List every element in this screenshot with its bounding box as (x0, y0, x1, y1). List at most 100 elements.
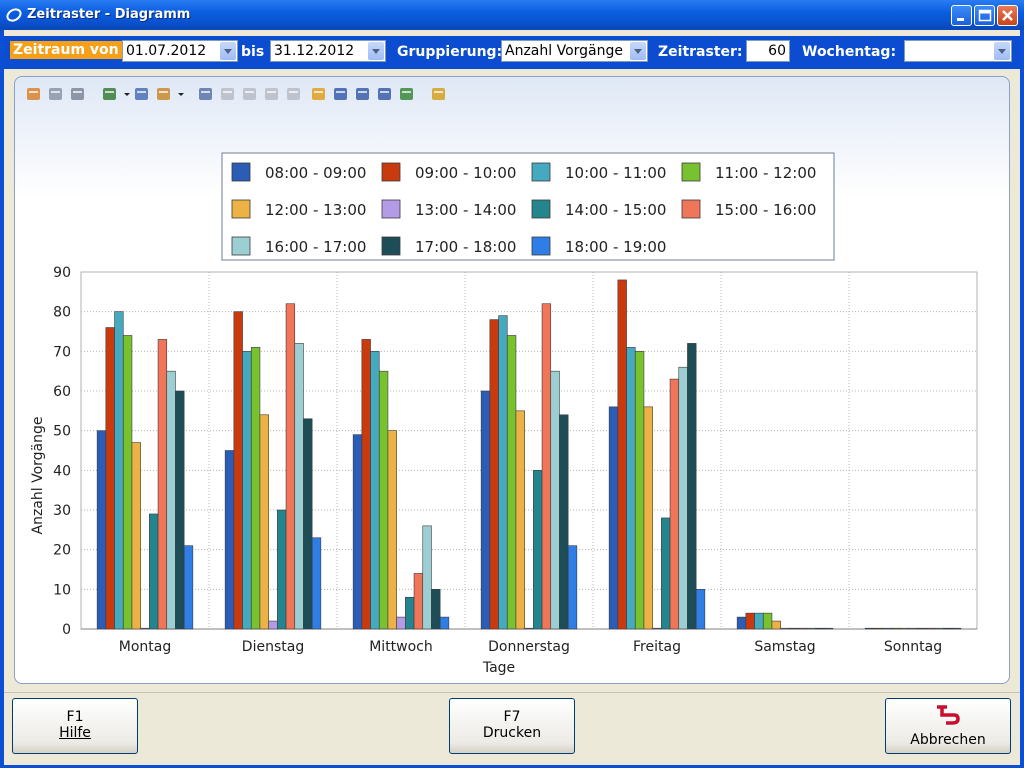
close-button[interactable] (997, 5, 1018, 26)
bar (541, 303, 552, 630)
chevron-down-icon[interactable] (994, 42, 1010, 60)
from-date-value: 01.07.2012 (126, 43, 207, 59)
legend-label: 15:00 - 16:00 (715, 201, 816, 219)
labels-abc-icon[interactable] (332, 85, 350, 103)
bar (567, 545, 578, 630)
bar (550, 370, 560, 630)
cancel-button[interactable]: Abbrechen (885, 698, 1011, 754)
bar (149, 513, 159, 630)
legend-swatch (381, 236, 401, 256)
from-date-field[interactable]: 01.07.2012 (122, 40, 238, 62)
dropdown-arrow-icon[interactable] (177, 85, 185, 103)
data-table-icon[interactable] (354, 85, 372, 103)
bar (233, 311, 243, 630)
grid-icon[interactable] (376, 85, 394, 103)
bar (533, 470, 543, 630)
print-icon[interactable] (69, 85, 87, 103)
bar (506, 335, 517, 630)
move-icon[interactable] (219, 85, 237, 103)
legend-swatch (531, 199, 551, 219)
legend-swatch (531, 236, 551, 256)
x-tick-label: Samstag (754, 639, 815, 655)
minimize-button[interactable] (951, 5, 972, 26)
bar (294, 343, 304, 630)
bar (806, 627, 816, 630)
app-logo-icon (6, 8, 22, 22)
chevron-down-icon[interactable] (630, 42, 646, 60)
bar (617, 279, 627, 630)
bar (789, 627, 799, 630)
legend-swatch (381, 199, 401, 219)
maximize-button[interactable] (974, 5, 995, 26)
maximize-icon (978, 9, 992, 22)
bar (352, 434, 363, 630)
help-key: F1 (66, 709, 84, 725)
bar (405, 596, 415, 630)
print-key: F7 (503, 709, 521, 725)
3d-icon[interactable] (197, 85, 215, 103)
y-tick-label: 60 (53, 384, 71, 400)
bar (175, 390, 185, 630)
chevron-down-icon[interactable] (220, 42, 236, 60)
users-icon[interactable] (25, 85, 43, 103)
to-date-field[interactable]: 31.12.2012 (270, 40, 386, 62)
cancel-label: Abbrechen (910, 732, 986, 748)
chart-panel: 0 10 20 30 40 50 60 70 80 90 Montag Dienstag Mittwoc… (14, 76, 1010, 684)
bar (559, 414, 569, 630)
chart-type-icon[interactable] (133, 85, 151, 103)
bar (687, 343, 697, 630)
bar (413, 573, 424, 630)
bar (882, 627, 892, 630)
bar (951, 627, 962, 630)
legend-swatch (231, 236, 251, 256)
legend-swatch (231, 162, 251, 182)
legend-swatch (381, 162, 401, 182)
help-button[interactable]: F1 Hilfe (12, 698, 138, 754)
grouping-select[interactable]: Anzahl Vorgänge (501, 40, 648, 62)
x-tick-label: Dienstag (242, 639, 304, 655)
help-label: Hilfe (59, 725, 91, 741)
undo-arrow-icon (937, 705, 960, 725)
rotate-axis-icon[interactable] (263, 85, 281, 103)
y-tick-label: 90 (53, 265, 71, 281)
bar (917, 627, 927, 630)
y-tick-label: 40 (53, 463, 71, 479)
zoom-z-icon[interactable] (285, 85, 303, 103)
bar (277, 509, 287, 630)
bar (515, 410, 525, 630)
zoom-icon[interactable] (398, 85, 416, 103)
legend-box-icon[interactable] (310, 85, 328, 103)
window-client: Zeitraum von 01.07.2012 bis 31.12.2012 G… (4, 30, 1020, 765)
to-date-value: 31.12.2012 (274, 43, 355, 59)
bar-chart-icon[interactable] (101, 85, 119, 103)
chevron-down-icon[interactable] (368, 42, 384, 60)
palette-icon[interactable] (155, 85, 173, 103)
weekday-label: Wochentag: (802, 44, 897, 60)
bar (695, 589, 706, 630)
bar (422, 525, 432, 630)
time-grid-input[interactable]: 60 (746, 40, 790, 62)
magic-wand-icon[interactable] (430, 85, 448, 103)
legend-label: 12:00 - 13:00 (265, 201, 366, 219)
print-button[interactable]: F7 Drucken (449, 698, 575, 754)
time-grid-label: Zeitraster: (658, 44, 743, 60)
bar (140, 627, 150, 630)
bar (439, 616, 450, 630)
legend-label: 18:00 - 19:00 (565, 238, 666, 256)
x-tick-label: Mittwoch (369, 639, 433, 655)
bar (634, 351, 645, 630)
bar (166, 370, 176, 630)
legend-label: 09:00 - 10:00 (415, 164, 516, 182)
x-tick-label: Freitag (633, 639, 681, 655)
y-tick-label: 30 (53, 503, 71, 519)
dropdown-arrow-icon[interactable] (123, 85, 131, 103)
bar (780, 627, 790, 630)
weekday-select[interactable] (904, 40, 1012, 62)
bar (934, 627, 944, 630)
rotate-icon[interactable] (241, 85, 259, 103)
copy-icon[interactable] (47, 85, 65, 103)
bar (157, 339, 168, 630)
bar (285, 303, 296, 630)
bar (114, 311, 124, 630)
legend-box (221, 152, 835, 261)
